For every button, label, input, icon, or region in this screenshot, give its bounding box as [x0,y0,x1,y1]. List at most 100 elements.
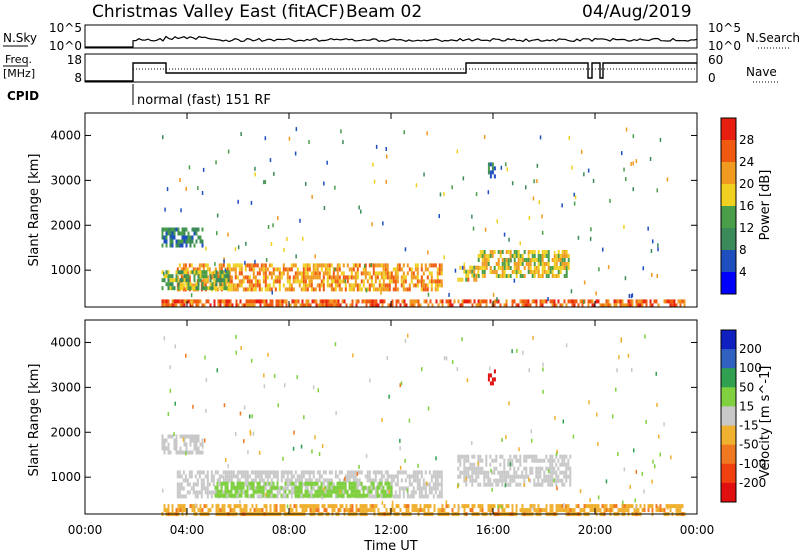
scatter-point [308,140,310,145]
scatter-cell [165,270,168,275]
scatter-cell [171,299,174,304]
scatter-cell [529,470,532,475]
scatter-cell [529,250,532,254]
scatter-cell [404,287,407,292]
scatter-cell [224,485,227,490]
scatter-cell [178,482,181,487]
scatter-cell [236,474,239,479]
scatter-cell [256,494,259,499]
scatter-point [647,226,649,231]
scatter-point [656,402,658,407]
scatter-cell [434,263,437,268]
scatter-cell [605,508,608,513]
scatter-cell [396,263,399,268]
scatter-cell [461,299,464,304]
scatter-cell [305,508,308,513]
scatter-cell [218,489,221,494]
freq-strip: Freq. [MHz] 18 8 Nave 60 0 [3,53,778,85]
scatter-cell [438,482,441,487]
scatter-cell [292,275,295,280]
scatter-cell [343,508,346,513]
scatter-cell [282,486,285,491]
y-tick-label: 4000 [50,335,81,349]
scatter-cell [314,481,317,486]
scatter-cell [545,270,548,274]
scatter-cell [316,481,319,486]
scatter-point [666,177,669,182]
scatter-cell [388,287,391,292]
scatter-cell [290,287,293,292]
scatter-cell [523,458,526,463]
scatter-cell [298,279,301,284]
scatter-point [508,401,510,406]
scatter-cell [401,299,404,304]
scatter-cell [300,489,303,494]
scatter-cell [270,275,273,280]
scatter-point [363,264,366,269]
scatter-cell [541,250,544,254]
scatter-cell [227,274,230,279]
scatter-cell [483,470,486,475]
scatter-cell [382,283,385,288]
scatter-cell [232,493,235,498]
scatter-cell [280,478,283,483]
scatter-cell [197,446,200,451]
scatter-cell [195,303,198,308]
scatter-cell [651,508,654,513]
scatter-cell [597,504,600,509]
scatter-cell [599,508,602,513]
scatter-cell [189,434,192,439]
scatter-cell [673,299,676,304]
scatter-point [631,367,633,372]
scatter-point [658,434,660,439]
scatter-cell [284,494,287,499]
scatter-cell [511,303,514,308]
scatter-cell [627,508,630,513]
scatter-cell [386,478,389,483]
scatter-cell [336,279,339,284]
scatter-cell [332,287,335,292]
scatter-cell [386,485,389,490]
scatter-point [321,444,324,448]
scatter-point [563,503,565,508]
scatter-cell [407,504,410,509]
scatter-cell [227,270,230,275]
scatter-cell [370,478,373,483]
scatter-point [528,215,531,220]
scatter-cell [232,263,235,268]
scatter-cell [173,231,176,236]
scatter-cell [432,486,435,491]
scatter-cell [246,275,249,280]
scatter-cell [551,470,554,475]
scatter-cell [171,286,174,291]
scatter-cell [326,263,329,268]
scatter-cell [380,494,383,499]
scatter-cell [471,504,474,509]
scatter-cell [286,267,289,272]
scatter-cell [303,303,306,308]
scatter-cell [499,250,502,254]
scatter-cell [246,478,249,483]
scatter-cell [284,470,287,475]
scatter-cell [426,482,429,487]
scatter-cell [501,470,504,475]
scatter-cell [167,508,170,513]
scatter-cell [320,474,323,479]
scatter-cell [394,490,397,495]
scatter-cell [436,478,439,483]
scatter-cell [499,303,502,308]
scatter-cell [193,446,196,451]
scatter-cell [339,303,342,308]
scatter-cell [265,303,268,308]
scatter-cell [422,283,425,288]
scatter-point [251,414,253,419]
scatter-cell [497,250,500,254]
scatter-cell [179,303,182,308]
scatter-cell [173,446,176,451]
scatter-cell [309,303,312,308]
scatter-cell [202,283,205,288]
scatter-point [577,235,580,240]
scatter-cell [397,299,400,304]
scatter-cell [641,303,644,308]
scatter-cell [318,470,321,475]
